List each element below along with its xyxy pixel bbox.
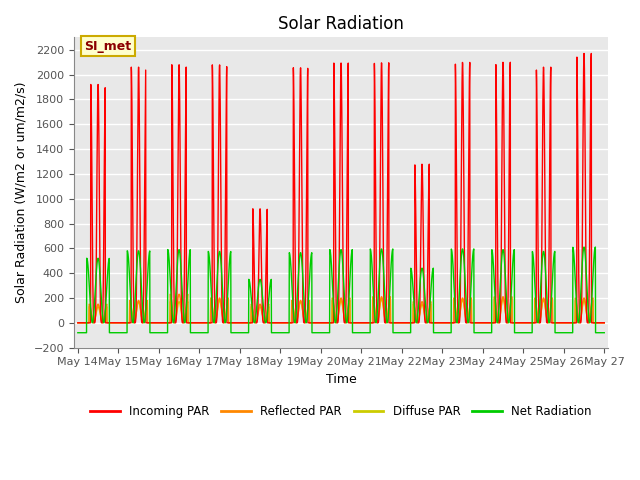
Title: Solar Radiation: Solar Radiation: [278, 15, 404, 33]
Legend: Incoming PAR, Reflected PAR, Diffuse PAR, Net Radiation: Incoming PAR, Reflected PAR, Diffuse PAR…: [86, 400, 596, 422]
Y-axis label: Solar Radiation (W/m2 or um/m2/s): Solar Radiation (W/m2 or um/m2/s): [15, 82, 28, 303]
Text: SI_met: SI_met: [84, 40, 132, 53]
X-axis label: Time: Time: [326, 373, 356, 386]
